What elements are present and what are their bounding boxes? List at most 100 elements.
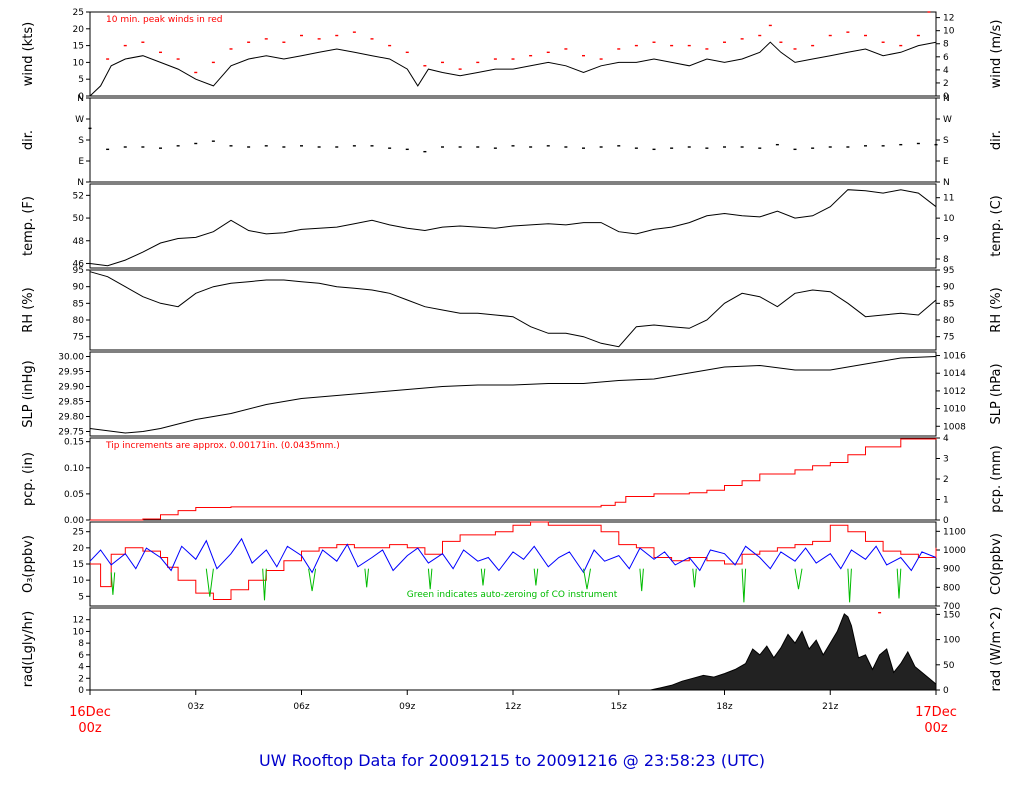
- dir-series-0-point: [617, 145, 621, 147]
- slp-ytick-label-right: 1014: [943, 369, 966, 379]
- wind-annotation: 10 min. peak winds in red: [106, 15, 223, 25]
- o3co-series-co-auto-zero-dip: [427, 568, 433, 590]
- dir-series-0-point: [881, 145, 885, 147]
- wind-series-10-min-peak-winds-point: [723, 41, 726, 43]
- panel-rad: 0 24 6 8 1012 0 50 100 150 rad(Lgly/hr) rad (W/m^2…: [21, 607, 1004, 696]
- o3co-ytick-label-left: 15: [73, 560, 84, 570]
- rh-ytick-label-right: 95: [943, 266, 954, 276]
- wind-series-10-min-peak-winds-point: [141, 41, 145, 43]
- o3co-ytick-label-right: 800: [943, 583, 960, 593]
- o3co-series-co-auto-zero-dip: [205, 568, 214, 597]
- dir-series-0-point: [564, 146, 568, 148]
- slp-ytick-label-right: 1016: [943, 352, 966, 362]
- o3co-series-co-auto-zero-dip: [639, 568, 644, 592]
- dir-ytick-label-left: E: [78, 157, 84, 167]
- rad-ylabel-right: rad (W/m^2): [989, 607, 1004, 692]
- o3co-series-co-auto-zero-dip: [262, 568, 267, 601]
- dir-series-0-point: [705, 147, 709, 149]
- wind-ytick-label-left: 20: [73, 25, 85, 35]
- o3co-series-co-auto-zero-dip: [794, 568, 803, 590]
- wind-series-10-min-peak-winds-point: [740, 38, 744, 40]
- wind-series-10-min-peak-winds-point: [476, 61, 480, 64]
- dir-series-0-point: [317, 146, 321, 148]
- wind-ytick-label-right: 2: [943, 79, 949, 89]
- wind-series-10-min-peak-winds-point: [779, 41, 783, 43]
- dir-series-0-point: [388, 147, 392, 149]
- rh-frame: [89, 269, 937, 351]
- rh-ytick-label-left: 85: [73, 299, 84, 309]
- wind-series-10-min-peak-winds-point: [159, 51, 162, 54]
- o3co-ytick-label-right: 900: [943, 565, 960, 575]
- pcp-ytick-label-right: 0: [943, 516, 949, 526]
- wind-ylabel-left: wind (kts): [21, 22, 36, 86]
- panel-pcp: 0.00 0.05 0.10 0.15 0 1 2 3 4 pcp. (in) pcp. (mm) T…: [21, 434, 1004, 526]
- wind-series-10-min-peak-winds-point: [828, 34, 832, 37]
- dir-series-0-point: [758, 147, 762, 149]
- dir-series-0-point: [211, 140, 215, 142]
- o3co-ytick-label-left: 25: [73, 528, 84, 538]
- pcp-ytick-label-left: 0.05: [64, 490, 84, 500]
- o3co-ytick-label-left: 20: [73, 544, 85, 554]
- x-tick-label: 15z: [611, 702, 627, 712]
- rad-ytick-label-left: 10: [73, 627, 85, 637]
- dir-series-0-point: [687, 146, 691, 148]
- wind-series-10-min-peak-winds-point: [846, 31, 850, 33]
- pcp-ytick-label-right: 4: [943, 434, 949, 444]
- rh-ytick-label-left: 75: [73, 333, 84, 343]
- dir-ytick-label-right: W: [943, 115, 952, 125]
- o3co-series-co-auto-zero-dip: [110, 572, 116, 595]
- dir-series-0-point: [634, 147, 638, 149]
- dir-series-0-point: [828, 146, 832, 148]
- dir-series-0-point: [476, 146, 480, 148]
- rad-ytick-label-left: 2: [78, 674, 84, 684]
- wind-ytick-label-right: 8: [943, 40, 949, 50]
- o3co-series-co: [89, 537, 937, 574]
- dir-series-0-point: [511, 145, 515, 147]
- rh-ytick-label-left: 80: [73, 316, 85, 326]
- pcp-ytick-label-right: 1: [943, 496, 949, 506]
- dir-series-0-point: [247, 146, 251, 148]
- dir-series-0-point: [529, 146, 533, 148]
- dir-series-0-point: [106, 148, 110, 151]
- wind-series-10-min-peak-winds: [106, 11, 931, 74]
- rh-ylabel-left: RH (%): [21, 287, 36, 332]
- wind-series-10-min-peak-winds-point: [123, 44, 127, 47]
- rh-ytick-label-right: 75: [943, 333, 954, 343]
- wind-series-10-min-peak-winds-point: [864, 34, 867, 37]
- x-tick-label: 06z: [293, 702, 309, 712]
- dir-series-0-point: [458, 146, 462, 148]
- panel-rh: 75 80 85 90 95 75 80 85 90 95 RH (%) RH (%): [21, 266, 1004, 351]
- wind-ytick-label-right: 0: [943, 92, 949, 102]
- o3co-ylabel-right: CO(ppbv): [989, 533, 1004, 595]
- rad-ytick-label-right: 0: [943, 686, 949, 696]
- dir-series-0-point: [335, 146, 339, 148]
- wind-series-10-min-peak-winds-point: [264, 38, 268, 40]
- rh-ytick-label-left: 95: [73, 266, 84, 276]
- slp-series-0: [89, 356, 937, 434]
- wind-series-10-min-peak-winds-point: [423, 65, 427, 67]
- wind-series-10-min-peak-winds-point: [652, 41, 656, 43]
- wind-series-10-min-peak-winds-point: [194, 71, 198, 74]
- pcp-ylabel-right: pcp. (mm): [989, 445, 1004, 512]
- wind-ytick-label-right: 10: [943, 27, 955, 37]
- wind-series-10-min-peak-winds-point: [176, 58, 180, 60]
- pcp-ytick-label-right: 3: [943, 455, 949, 465]
- wind-series-10-min-peak-winds-point: [927, 11, 931, 13]
- rad-ytick-label-left: 12: [73, 616, 84, 626]
- o3co-series-co-auto-zero-dip: [533, 568, 539, 586]
- dir-series-0-point: [599, 146, 603, 148]
- slp-ytick-label-left: 30.00: [58, 353, 84, 363]
- o3co-ytick-label-left: 10: [73, 576, 85, 586]
- wind-series-10-min-peak-winds-point: [793, 48, 797, 50]
- wind-ytick-label-left: 5: [78, 75, 84, 85]
- pcp-annotation: Tip increments are approx. 0.00171in. (0…: [105, 441, 340, 451]
- o3co-ytick-label-right: 1000: [943, 546, 966, 556]
- rad-series-0: [90, 613, 937, 691]
- wind-ytick-label-right: 4: [943, 66, 949, 76]
- wind-ytick-label-left: 15: [73, 42, 84, 52]
- wind-series-10-min-peak-winds-point: [811, 44, 815, 47]
- wind-series-10-min-peak-winds-point: [211, 61, 215, 64]
- dir-series-0-point: [899, 143, 903, 146]
